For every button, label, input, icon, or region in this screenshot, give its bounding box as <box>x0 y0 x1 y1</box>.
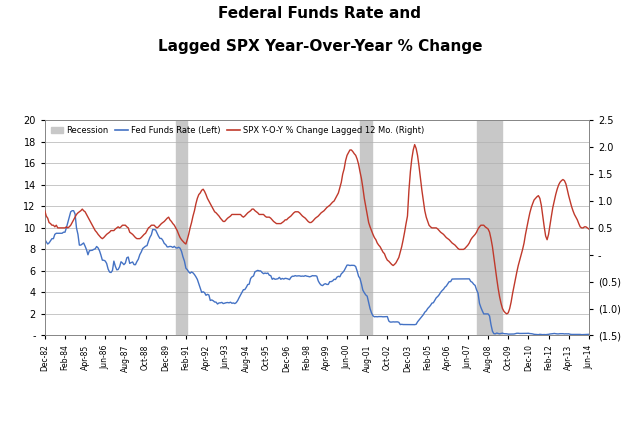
Bar <box>360 120 372 335</box>
Text: Federal Funds Rate and: Federal Funds Rate and <box>218 6 422 22</box>
Legend: Recession, Fed Funds Rate (Left), SPX Y-O-Y % Change Lagged 12 Mo. (Right): Recession, Fed Funds Rate (Left), SPX Y-… <box>49 125 426 137</box>
Bar <box>176 120 188 335</box>
Text: Lagged SPX Year-Over-Year % Change: Lagged SPX Year-Over-Year % Change <box>157 39 483 54</box>
Bar <box>477 120 502 335</box>
